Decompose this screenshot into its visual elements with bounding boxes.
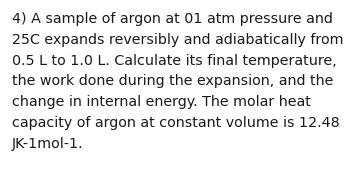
Text: 4) A sample of argon at 01 atm pressure and
25C expands reversibly and adiabatic: 4) A sample of argon at 01 atm pressure … — [12, 12, 344, 151]
